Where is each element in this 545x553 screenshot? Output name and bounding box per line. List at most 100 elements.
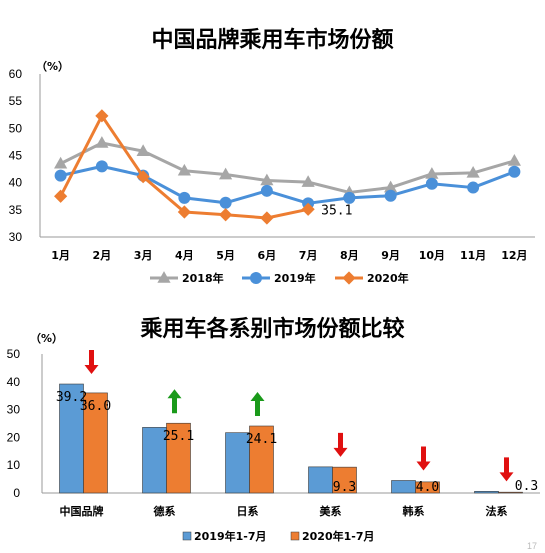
data-point bbox=[384, 180, 398, 193]
data-point bbox=[54, 169, 67, 182]
y-tick-label: 50 bbox=[7, 347, 21, 361]
bar bbox=[142, 427, 167, 494]
data-label: 4.0 bbox=[416, 480, 439, 495]
legend-marker bbox=[250, 272, 262, 284]
legend-label: 2020年1-7月 bbox=[302, 529, 375, 543]
bar bbox=[83, 392, 108, 494]
bar bbox=[391, 480, 416, 494]
bar bbox=[415, 481, 440, 494]
series-line-1 bbox=[60, 164, 515, 205]
data-label: 35.1 bbox=[321, 203, 352, 218]
data-label: 39.2 bbox=[56, 390, 87, 405]
y-tick-label: 30 bbox=[9, 230, 23, 244]
data-point bbox=[95, 109, 109, 123]
x-tick-label: 10月 bbox=[419, 249, 445, 262]
x-tick-label: 德系 bbox=[153, 504, 176, 518]
legend-marker bbox=[342, 271, 356, 285]
x-tick-label: 1月 bbox=[51, 249, 70, 262]
data-point bbox=[54, 189, 68, 203]
legend-label: 2019年 bbox=[274, 271, 316, 285]
data-point bbox=[95, 160, 108, 173]
x-tick-label: 日系 bbox=[237, 504, 259, 518]
x-tick-label: 6月 bbox=[258, 249, 277, 262]
x-tick-label: 4月 bbox=[175, 249, 194, 262]
data-point bbox=[260, 211, 274, 225]
bar bbox=[166, 422, 191, 494]
line-chart-unit: （%） bbox=[36, 60, 69, 73]
data-label: 9.3 bbox=[333, 480, 356, 495]
y-tick-label: 45 bbox=[9, 149, 23, 163]
data-point bbox=[301, 202, 315, 216]
x-tick-label: 8月 bbox=[340, 249, 359, 262]
x-tick-label: 7月 bbox=[299, 249, 318, 262]
x-tick-label: 法系 bbox=[486, 504, 508, 518]
bar bbox=[498, 491, 523, 494]
y-tick-label: 40 bbox=[9, 176, 23, 190]
data-label: 24.1 bbox=[246, 432, 277, 447]
data-point bbox=[425, 177, 438, 190]
bar bbox=[332, 466, 357, 494]
y-tick-label: 30 bbox=[7, 403, 21, 417]
x-tick-label: 9月 bbox=[381, 249, 400, 262]
data-point bbox=[177, 163, 191, 176]
bar bbox=[308, 466, 333, 494]
data-point bbox=[343, 191, 356, 204]
y-tick-label: 40 bbox=[7, 375, 21, 389]
bar bbox=[225, 432, 250, 494]
y-tick-label: 60 bbox=[9, 67, 23, 81]
x-tick-label: 12月 bbox=[501, 249, 527, 262]
data-point bbox=[467, 181, 480, 194]
bar-chart-title: 乘用车各系别市场份额比较 bbox=[140, 317, 405, 342]
trend-arrow-up bbox=[250, 392, 265, 417]
data-point bbox=[136, 144, 150, 156]
data-point bbox=[466, 165, 480, 178]
x-tick-label: 11月 bbox=[460, 249, 486, 262]
x-tick-label: 2月 bbox=[93, 249, 112, 262]
trend-arrow-down bbox=[333, 432, 348, 457]
legend-swatch bbox=[290, 531, 300, 541]
data-point bbox=[260, 184, 273, 197]
trend-arrow-up bbox=[167, 389, 182, 414]
legend-swatch bbox=[182, 531, 192, 541]
y-tick-label: 20 bbox=[7, 430, 21, 444]
trend-arrow-down bbox=[84, 350, 99, 375]
data-point bbox=[219, 196, 232, 209]
x-tick-label: 韩系 bbox=[403, 504, 425, 518]
data-point bbox=[301, 175, 315, 187]
bar bbox=[474, 491, 499, 494]
series-line-0 bbox=[59, 141, 515, 194]
data-point bbox=[507, 154, 521, 166]
x-tick-label: 美系 bbox=[320, 504, 342, 518]
y-tick-label: 10 bbox=[7, 458, 21, 472]
bar-chart-unit: （%） bbox=[30, 332, 63, 345]
x-tick-label: 5月 bbox=[216, 249, 235, 262]
data-point bbox=[177, 205, 191, 219]
legend-label: 2020年 bbox=[367, 271, 409, 285]
x-tick-label: 中国品牌 bbox=[60, 504, 104, 518]
page-number: 17 bbox=[526, 541, 537, 551]
data-point bbox=[219, 208, 233, 222]
y-tick-label: 55 bbox=[9, 94, 23, 108]
data-point bbox=[425, 167, 439, 179]
line-chart-title: 中国品牌乘用车市场份额 bbox=[151, 28, 394, 53]
data-point bbox=[95, 136, 109, 148]
data-point bbox=[384, 189, 397, 202]
y-tick-label: 50 bbox=[9, 121, 23, 135]
data-point bbox=[219, 167, 233, 180]
line-chart: （%） 30 35 40 45 50 55 60 1月 2月 3月 4月 5月 6月 7月 8月 9月 10月 11… bbox=[9, 60, 535, 285]
legend-label: 2019年1-7月 bbox=[194, 529, 267, 543]
x-tick-label: 3月 bbox=[134, 249, 153, 262]
data-point bbox=[136, 170, 150, 184]
data-point bbox=[508, 165, 521, 178]
bar bbox=[249, 425, 274, 494]
y-tick-label: 35 bbox=[9, 203, 23, 217]
y-tick-label: 0 bbox=[13, 486, 20, 500]
legend-label: 2018年 bbox=[182, 271, 224, 285]
bar bbox=[59, 383, 84, 494]
data-point bbox=[54, 156, 68, 169]
trend-arrow-down bbox=[416, 446, 431, 471]
data-label: 36.0 bbox=[80, 399, 111, 414]
trend-arrow-down bbox=[499, 457, 514, 482]
legend-marker bbox=[157, 271, 171, 283]
